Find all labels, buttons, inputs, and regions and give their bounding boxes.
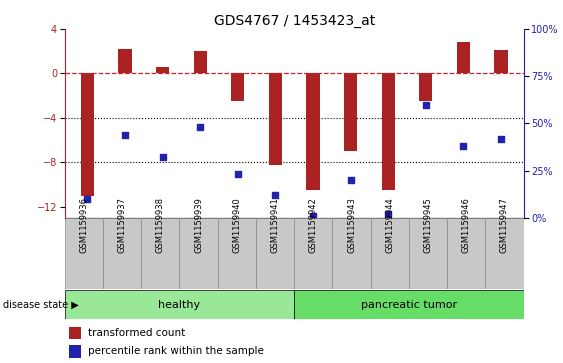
Bar: [419, 73, 432, 101]
Bar: [332, 218, 370, 289]
Text: GSM1159942: GSM1159942: [309, 197, 318, 253]
Point: [459, 143, 468, 149]
Point: [421, 102, 430, 107]
Point: [384, 211, 393, 217]
Text: GSM1159943: GSM1159943: [347, 197, 356, 253]
Text: pancreatic tumor: pancreatic tumor: [361, 300, 457, 310]
Text: GSM1159947: GSM1159947: [500, 197, 509, 253]
Text: GSM1159936: GSM1159936: [79, 197, 88, 253]
Bar: [141, 218, 180, 289]
Bar: [180, 218, 218, 289]
Bar: [294, 218, 332, 289]
Point: [309, 213, 318, 219]
Text: GSM1159939: GSM1159939: [194, 197, 203, 253]
Bar: [69, 345, 81, 358]
Bar: [231, 73, 244, 101]
Bar: [81, 73, 94, 196]
Point: [346, 177, 355, 183]
Bar: [65, 218, 103, 289]
Bar: [382, 73, 395, 190]
Bar: [344, 73, 357, 151]
Bar: [409, 218, 447, 289]
Text: disease state ▶: disease state ▶: [3, 300, 79, 310]
Text: GSM1159945: GSM1159945: [423, 197, 432, 253]
Text: GSM1159937: GSM1159937: [118, 197, 127, 253]
Bar: [370, 218, 409, 289]
Point: [271, 192, 280, 198]
Point: [83, 196, 92, 202]
Text: percentile rank within the sample: percentile rank within the sample: [88, 346, 263, 356]
Text: GSM1159941: GSM1159941: [271, 197, 280, 253]
Bar: [494, 50, 508, 73]
Point: [233, 171, 242, 177]
Bar: [69, 327, 81, 339]
Point: [120, 132, 129, 138]
Bar: [218, 218, 256, 289]
Title: GDS4767 / 1453423_at: GDS4767 / 1453423_at: [213, 14, 375, 28]
Bar: [156, 67, 169, 73]
Bar: [294, 290, 524, 319]
Bar: [485, 218, 524, 289]
Text: GSM1159944: GSM1159944: [385, 197, 394, 253]
Bar: [256, 218, 294, 289]
Text: transformed count: transformed count: [88, 328, 185, 338]
Text: GSM1159938: GSM1159938: [156, 197, 165, 253]
Bar: [103, 218, 141, 289]
Text: healthy: healthy: [158, 300, 200, 310]
Point: [497, 136, 506, 142]
Bar: [447, 218, 485, 289]
Point: [158, 155, 167, 160]
Bar: [306, 73, 320, 190]
Text: GSM1159946: GSM1159946: [462, 197, 471, 253]
Bar: [457, 42, 470, 73]
Point: [195, 124, 204, 130]
Text: GSM1159940: GSM1159940: [233, 197, 242, 253]
Bar: [65, 290, 294, 319]
Bar: [118, 49, 132, 73]
Bar: [269, 73, 282, 164]
Bar: [194, 51, 207, 73]
